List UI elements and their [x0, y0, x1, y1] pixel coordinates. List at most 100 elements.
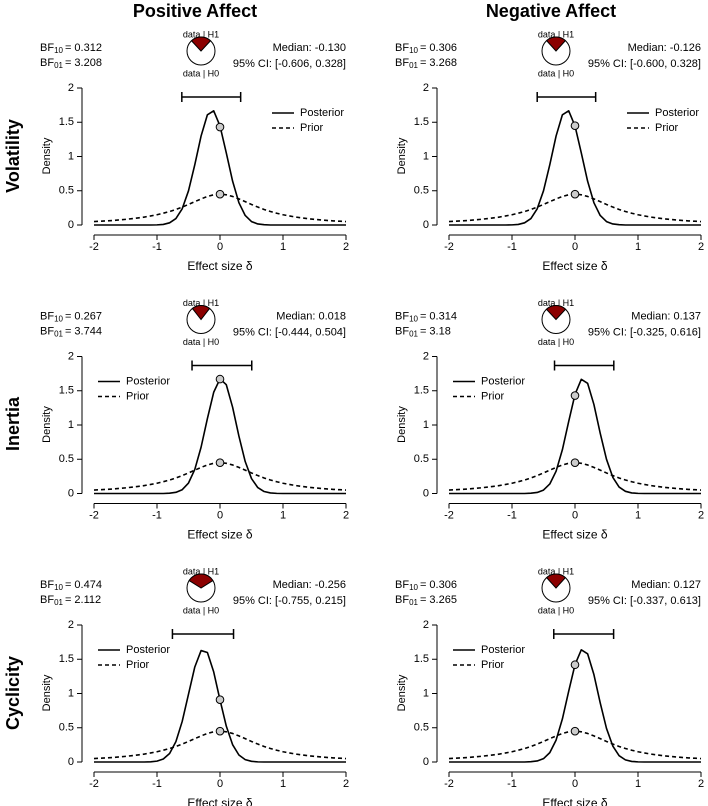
y-tick-label: 1.5	[414, 116, 429, 128]
legend-label: Prior	[126, 390, 150, 402]
x-tick-label: -2	[89, 778, 99, 790]
x-tick-label: 1	[280, 778, 286, 790]
legend-label: Prior	[655, 122, 679, 134]
density-point	[215, 726, 225, 736]
y-axis-label: Density	[41, 406, 53, 443]
bayes-factor: BF01 = 3.208	[40, 57, 102, 70]
y-tick-label: 0.5	[414, 722, 429, 734]
bf-value: 2.112	[74, 594, 101, 606]
pie-wedge	[545, 36, 567, 52]
bf-equals: =	[420, 325, 426, 337]
y-tick-label: 0	[423, 219, 429, 231]
bf-value: 3.265	[429, 594, 457, 606]
x-tick-label: -2	[444, 509, 454, 521]
bf-name: BF	[40, 310, 54, 322]
bf-name: BF	[395, 57, 409, 69]
bayes-factor: BF01 = 3.744	[40, 325, 102, 338]
bf-subscript: 01	[54, 598, 63, 607]
bf-equals: =	[65, 594, 71, 606]
y-tick-label: 0	[423, 487, 429, 499]
ci-label: 95% CI: [-0.755, 0.215]	[233, 595, 346, 607]
bf-value: 0.312	[74, 42, 102, 54]
bf-subscript: 01	[54, 61, 63, 70]
ci-label: 95% CI: [-0.606, 0.328]	[233, 58, 346, 70]
x-tick-label: 1	[635, 778, 641, 790]
pie-label: data | H0	[538, 68, 574, 78]
density-point	[570, 458, 580, 467]
bf-name: BF	[395, 325, 409, 337]
density-line	[93, 730, 347, 760]
bf-subscript: 10	[54, 46, 63, 55]
x-axis-label: Effect size δ	[542, 528, 607, 542]
bayes-factor: BF10 = 0.474	[40, 579, 102, 592]
ci-label: 95% CI: [-0.325, 0.616]	[588, 326, 701, 338]
ci-bar	[171, 629, 235, 639]
density-line	[93, 193, 347, 223]
bf-value: 3.18	[429, 325, 450, 337]
x-tick-label: 2	[343, 241, 349, 253]
bf-value: 3.208	[74, 57, 102, 69]
x-tick-label: 0	[217, 509, 223, 521]
bf-name: BF	[40, 579, 54, 591]
median-label: Median: -0.126	[628, 42, 701, 54]
y-tick-label: 1	[423, 150, 429, 162]
x-tick-label: -1	[507, 241, 517, 253]
y-axis-label: Density	[41, 137, 53, 174]
x-tick-label: 1	[280, 241, 286, 253]
bf-subscript: 01	[409, 61, 418, 70]
pie-label: data | H1	[538, 29, 574, 39]
bf-subscript: 10	[409, 315, 418, 324]
y-tick-label: 2	[68, 350, 74, 362]
bf-subscript: 10	[54, 315, 63, 324]
y-tick-label: 0.5	[414, 185, 429, 197]
bf-equals: =	[420, 42, 426, 54]
bf-value: 0.267	[74, 310, 102, 322]
pie-label: data | H0	[183, 337, 219, 347]
bayes-factor: BF01 = 3.18	[395, 325, 451, 338]
y-axis-label: Density	[396, 137, 408, 174]
density-point	[570, 121, 580, 130]
credible-interval	[171, 629, 235, 639]
bf-subscript: 10	[409, 583, 418, 592]
pie-wedge	[188, 573, 214, 589]
bf-value: 0.314	[429, 310, 457, 322]
credible-interval	[191, 360, 253, 371]
column-title: Negative Affect	[486, 1, 616, 21]
bf-subscript: 01	[54, 330, 63, 339]
legend-label: Posterior	[481, 375, 525, 387]
y-tick-label: 1	[68, 419, 74, 431]
bayes-factor: BF01 = 3.268	[395, 57, 457, 70]
row-label: Inertia	[3, 396, 23, 451]
y-tick-label: 2	[68, 619, 74, 631]
bf-name: BF	[40, 57, 54, 69]
ci-bar	[181, 92, 242, 102]
bf-name: BF	[395, 579, 409, 591]
row-label: Volatility	[3, 119, 23, 193]
column-title: Positive Affect	[133, 1, 257, 21]
ci-bar	[553, 629, 615, 639]
y-tick-label: 0	[423, 756, 429, 768]
median-label: Median: 0.127	[631, 579, 701, 591]
bf-name: BF	[395, 42, 409, 54]
bf-equals: =	[65, 57, 71, 69]
x-axis-label: Effect size δ	[187, 259, 252, 273]
x-tick-label: -2	[444, 778, 454, 790]
bf-subscript: 10	[54, 583, 63, 592]
ci-label: 95% CI: [-0.600, 0.328]	[588, 58, 701, 70]
ci-label: 95% CI: [-0.337, 0.613]	[588, 595, 701, 607]
y-tick-label: 0.5	[59, 453, 74, 465]
x-tick-label: 1	[635, 241, 641, 253]
bf-equals: =	[65, 579, 71, 591]
x-tick-label: -1	[152, 778, 162, 790]
pie-label: data | H1	[183, 298, 219, 308]
bf-value: 3.744	[74, 325, 102, 337]
y-tick-label: 0	[68, 219, 74, 231]
bf-name: BF	[40, 42, 54, 54]
density-point	[570, 660, 580, 670]
y-tick-label: 0.5	[414, 453, 429, 465]
ci-bar	[553, 360, 615, 371]
pie-label: data | H0	[538, 605, 574, 615]
pie-label: data | H0	[538, 337, 574, 347]
y-axis-label: Density	[396, 406, 408, 443]
